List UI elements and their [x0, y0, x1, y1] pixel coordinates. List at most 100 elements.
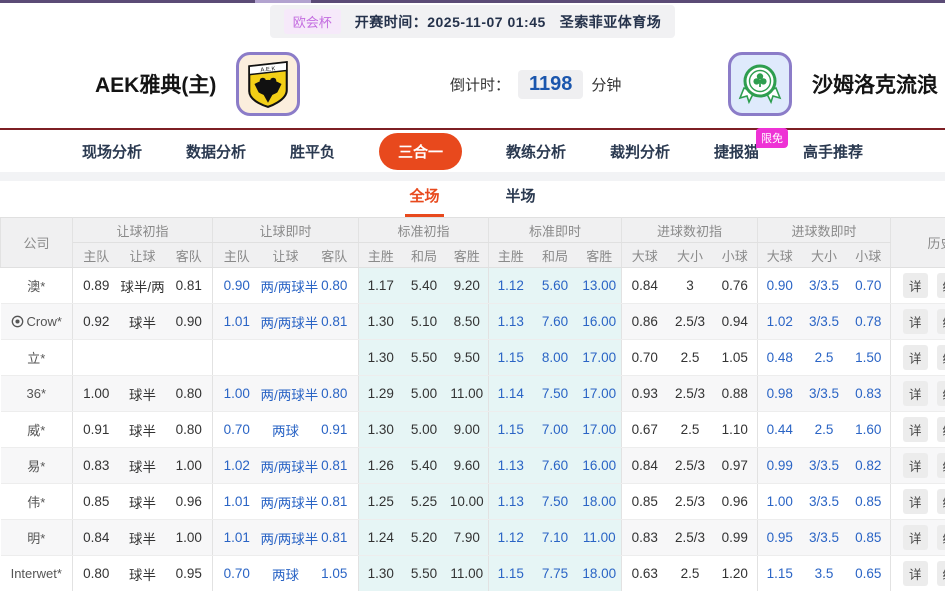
odds-cell: 0.83	[621, 519, 668, 556]
company-label: 立*	[27, 351, 46, 366]
history-actions: 详统	[890, 303, 945, 340]
football-target-icon	[11, 315, 23, 328]
detail-button[interactable]: 详	[903, 525, 928, 550]
odds-cell: 0.90	[212, 267, 261, 304]
history-actions: 详统	[890, 447, 945, 484]
nav-item-three-in-one[interactable]: 三合一	[378, 132, 462, 170]
odds-cell: 2.5	[801, 339, 847, 376]
odds-cell: 3	[667, 267, 713, 304]
history-actions: 详统	[890, 339, 945, 376]
nav-item-data-analysis[interactable]: 数据分析	[185, 143, 246, 161]
home-team-cluster: AEK雅典(主) A.E.K	[95, 40, 301, 128]
tab-half-match[interactable]: 半场	[505, 188, 536, 205]
odds-cell: 0.99	[712, 519, 758, 556]
subcol-header: 大球	[621, 242, 668, 268]
odds-cell: 7.50	[532, 483, 578, 520]
odds-cell: 1.05	[310, 555, 359, 591]
detail-button[interactable]: 详	[903, 489, 928, 514]
subcol-header: 客胜	[577, 242, 622, 268]
detail-button[interactable]: 详	[903, 309, 928, 334]
stats-button[interactable]: 统	[936, 381, 945, 406]
odds-cell: 0.81	[310, 447, 359, 484]
odds-cell: 11.00	[445, 555, 489, 591]
detail-button[interactable]: 详	[903, 273, 928, 298]
stats-button[interactable]: 统	[936, 273, 945, 298]
odds-cell: 两球	[260, 411, 311, 448]
odds-cell: 2.5/3	[667, 303, 713, 340]
odds-cell: 7.50	[532, 375, 578, 412]
nav-item-referee-analysis[interactable]: 裁判分析	[610, 143, 671, 161]
detail-button[interactable]: 详	[903, 417, 928, 442]
detail-button[interactable]: 详	[903, 345, 928, 370]
odds-cell: 0.44	[757, 411, 802, 448]
nav-item-expert-picks[interactable]: 高手推荐	[803, 143, 864, 161]
odds-cell: 0.83	[846, 375, 891, 412]
detail-button[interactable]: 详	[903, 381, 928, 406]
away-team-logo	[728, 52, 792, 116]
stats-button[interactable]: 统	[936, 489, 945, 514]
stats-button[interactable]: 统	[936, 453, 945, 478]
countdown-unit: 分钟	[591, 76, 622, 94]
odds-cell: 1.00	[212, 375, 261, 412]
odds-cell: 1.05	[712, 339, 758, 376]
stats-button[interactable]: 统	[936, 309, 945, 334]
odds-cell: 2.5	[667, 411, 713, 448]
top-progress-segment	[255, 0, 311, 3]
group-header-4: 进球数初指	[620, 217, 759, 243]
odds-cell: 2.5/3	[667, 375, 713, 412]
detail-button[interactable]: 详	[903, 561, 928, 586]
odds-cell: 0.95	[165, 555, 213, 591]
stats-button[interactable]: 统	[936, 345, 945, 370]
odds-cell: 1.26	[358, 447, 403, 484]
history-actions: 详统	[890, 483, 945, 520]
odds-cell: 1.00	[165, 447, 213, 484]
detail-button[interactable]: 详	[903, 453, 928, 478]
company-label: 36*	[26, 386, 47, 401]
odds-cell: 1.15	[488, 339, 533, 376]
odds-cell: 1.30	[358, 411, 403, 448]
odds-cell: 17.00	[577, 339, 622, 376]
table-row: 明* 0.84 球半 1.00 1.01 两/两球半 0.81 1.24 5.20 7.90 1.1…	[0, 519, 945, 556]
odds-cell: 1.10	[712, 411, 758, 448]
odds-table: 公司让球初指让球即时标准初指标准即时进球数初指进球数即时历史主队让球客队主队让球…	[0, 217, 945, 591]
odds-cell: 0.80	[165, 411, 213, 448]
subcol-header: 和局	[532, 242, 578, 268]
odds-cell: 0.80	[310, 375, 359, 412]
company-label: Crow*	[26, 314, 62, 329]
table-row: 澳* 0.89 球半/两 0.81 0.90 两/两球半 0.80 1.17 5.40 9.20 1…	[0, 267, 945, 304]
odds-cell: 两/两球半	[260, 483, 318, 520]
stats-button[interactable]: 统	[936, 525, 945, 550]
odds-cell: 5.50	[402, 339, 446, 376]
odds-cell: 1.20	[712, 555, 758, 591]
odds-cell: 两/两球半	[260, 375, 318, 412]
stats-button[interactable]: 统	[936, 561, 945, 586]
company-label: Interwet*	[10, 566, 62, 581]
odds-cell: 0.85	[72, 483, 120, 520]
subcol-header: 让球	[119, 242, 166, 268]
nav-item-jiebao-cat[interactable]: 捷报猫 限免	[714, 127, 789, 162]
odds-cell	[165, 339, 213, 376]
company-name: 明*	[0, 519, 73, 556]
company-label: 伟*	[27, 495, 46, 510]
odds-cell: 0.90	[757, 267, 802, 304]
table-row: Crow* 0.92 球半 0.90 1.01 两/两球半 0.81 1.30 5.10 8.50…	[0, 303, 945, 340]
stats-button[interactable]: 统	[936, 417, 945, 442]
company-name: 威*	[0, 411, 73, 448]
odds-cell: 1.01	[212, 519, 261, 556]
odds-cell: 1.13	[488, 483, 533, 520]
nav-item-jiebao-cat-label: 捷报猫	[714, 143, 760, 161]
kickoff-value: 2025-11-07 01:45	[427, 13, 546, 30]
odds-cell: 0.95	[757, 519, 802, 556]
odds-cell: 2.5/3	[667, 447, 713, 484]
nav-item-live-analysis[interactable]: 现场分析	[81, 143, 142, 161]
odds-cell: 球半/两	[119, 267, 166, 304]
history-actions: 详统	[890, 555, 945, 591]
odds-cell: 3/3.5	[801, 483, 847, 520]
nav-item-coach-analysis[interactable]: 教练分析	[506, 143, 567, 161]
tab-full-match[interactable]: 全场	[405, 185, 444, 217]
odds-cell: 1.14	[488, 375, 533, 412]
company-header: 公司	[0, 217, 73, 268]
odds-cell: 两/两球半	[260, 447, 318, 484]
odds-cell: 0.81	[165, 267, 213, 304]
nav-item-win-draw-lose[interactable]: 胜平负	[289, 143, 335, 161]
